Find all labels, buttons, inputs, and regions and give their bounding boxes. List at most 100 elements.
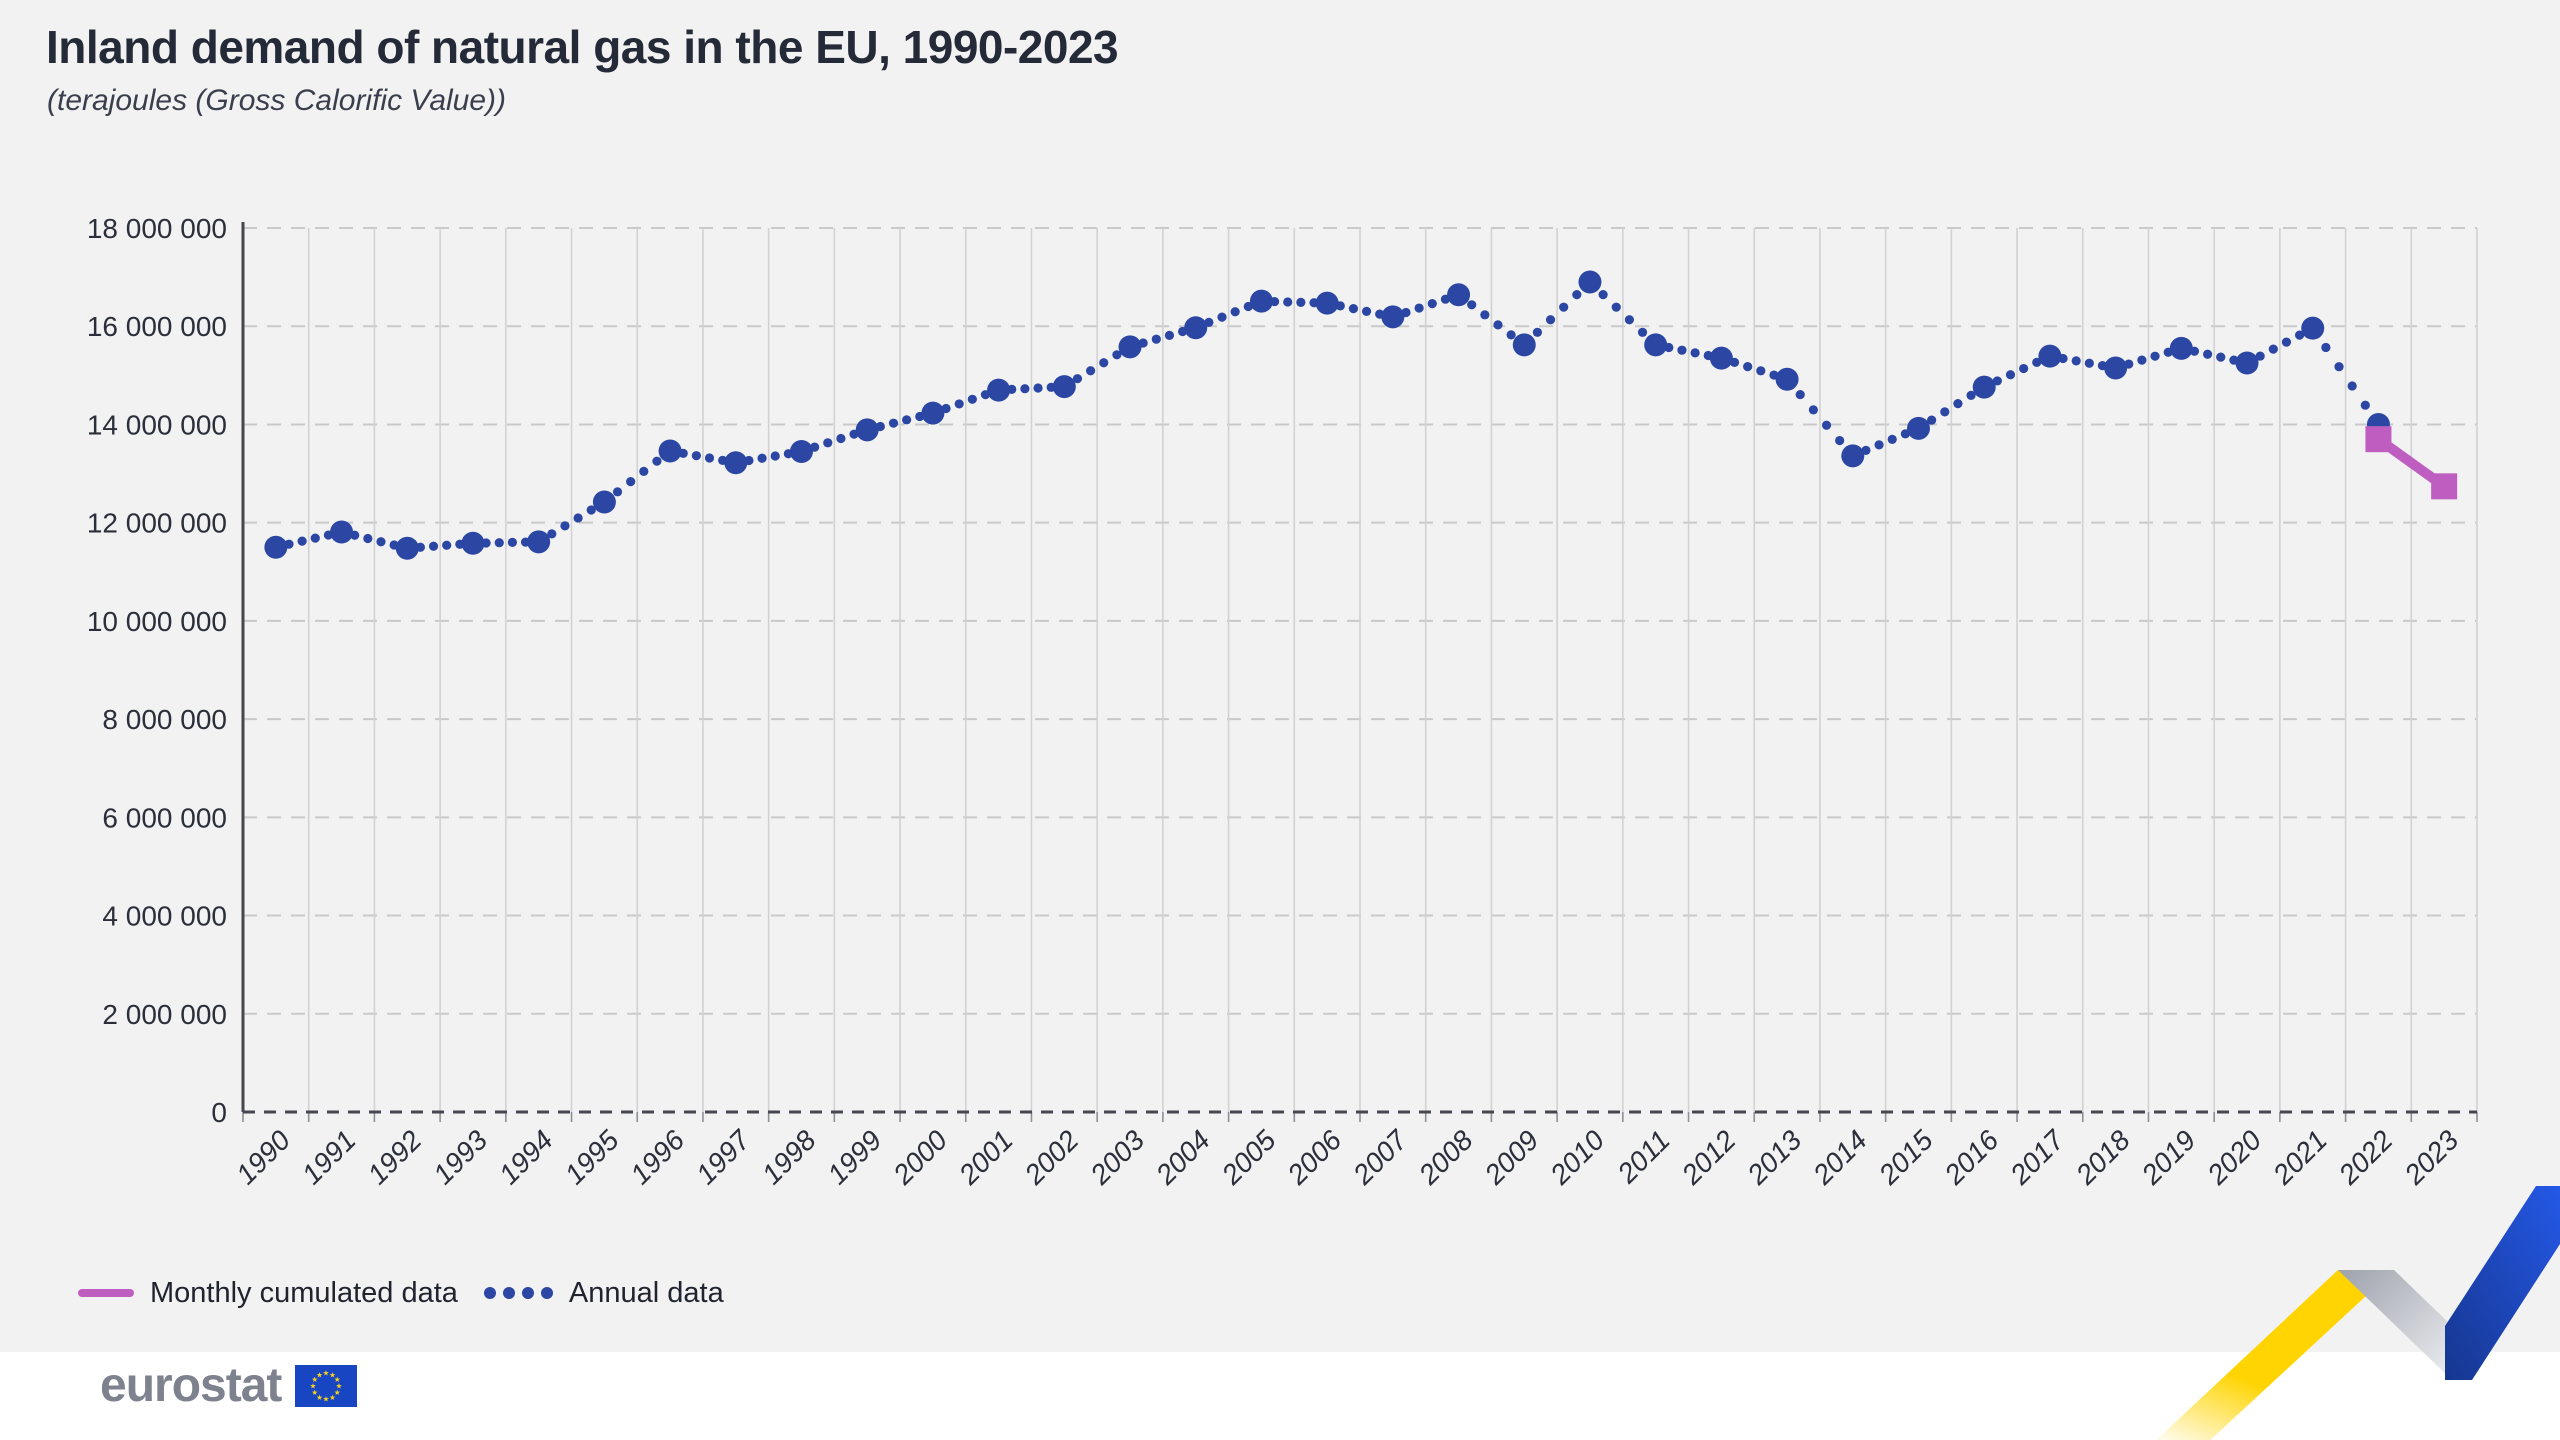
annual-data-point [1907,416,1930,440]
annual-data-point [1447,283,1471,307]
annual-data-point [1381,305,1405,329]
annual-connector-dot [1545,315,1556,325]
deco-yellow-band [2156,1270,2394,1440]
annual-connector-dot [1217,312,1227,322]
y-axis-tick-label: 14 000 000 [87,409,227,440]
annual-connector-dot [2150,351,2160,361]
annual-connector-dot [494,538,504,548]
annual-data-point [461,531,485,555]
annual-data-point [1972,375,1996,399]
eu-flag-star: ★ [334,1388,341,1397]
legend-label-monthly: Monthly cumulated data [150,1276,458,1309]
annual-connector-dot [1151,334,1161,344]
annual-connector-dot [1020,384,1030,394]
annual-connector-dot [1624,315,1634,325]
y-axis-tick-label: 4 000 000 [102,901,227,932]
annual-connector-dot [1467,300,1477,310]
annual-connector-dot [2321,342,2331,353]
annual-connector-dot [1795,389,1805,400]
annual-connector-dot [2019,363,2029,374]
annual-connector-dot [888,418,899,428]
annual-connector-dot [507,537,517,548]
annual-data-point [987,378,1011,402]
annual-connector-dot [1940,407,1950,417]
annual-connector-dot [1743,361,1753,372]
annual-connector-dot [1572,289,1582,300]
annual-data-point [790,439,813,463]
monthly-data-point [2431,473,2458,500]
annual-data-point [527,530,551,554]
monthly-data-point [2365,426,2392,453]
annual-connector-dot [1690,348,1700,358]
annual-connector-dot [1874,440,1884,450]
annual-connector-dot [626,477,636,487]
annual-connector-dot [1296,297,1306,307]
annual-data-point [1315,291,1339,315]
annual-connector-dot [2071,356,2081,366]
annual-connector-dot [573,513,583,523]
annual-connector-dot [1033,383,1043,393]
annual-connector-dot [2084,358,2094,368]
annual-connector-dot [547,529,557,539]
page-title: Inland demand of natural gas in the EU, … [46,21,1119,73]
eu-flag-star: ★ [310,1381,317,1390]
annual-data-point [2301,316,2325,340]
y-axis-tick-label: 6 000 000 [102,802,227,833]
annual-connector-dot [363,533,373,544]
annual-connector-dot [560,521,570,531]
y-axis-tick-label: 10 000 000 [87,606,227,637]
annual-connector-dot [691,451,701,461]
legend-label-annual: Annual data [568,1276,724,1309]
annual-connector-dot [954,399,964,409]
annual-connector-dot [1493,320,1503,330]
annual-connector-dot [2203,349,2213,359]
annual-connector-dot [2347,381,2357,391]
eu-flag-star: ★ [323,1394,330,1403]
annual-connector-dot [652,456,662,466]
annual-connector-dot [2005,370,2016,380]
annual-connector-dot [1887,434,1897,444]
footer-strip [0,1352,2560,1440]
annual-connector-dot [639,466,649,476]
annual-connector-dot [612,487,623,497]
annual-connector-dot [2281,337,2292,347]
eu-flag-star: ★ [312,1375,319,1384]
annual-data-point [1709,346,1733,370]
eu-flag-star: ★ [317,1370,324,1379]
annual-data-point [2038,344,2062,368]
annual-connector-dot [1086,366,1096,376]
annual-connector-dot [770,451,780,461]
annual-connector-dot [1283,297,1293,307]
annual-connector-dot [1072,374,1083,384]
legend-item-annual: Annual data [483,1276,724,1310]
eurostat-logo: eurostat ★ ★ ★ ★ ★ ★ ★ ★ ★ ★ ★ ★ [100,1358,358,1413]
annual-connector-dot [1112,350,1122,360]
annual-connector-dot [1611,302,1621,312]
annual-connector-dot [376,537,386,547]
deco-gray-fold [2338,1270,2452,1380]
eu-flag-star: ★ [330,1370,337,1379]
annual-data-point [1249,289,1273,313]
annual-data-point [1775,367,1799,391]
annual-data-point [1512,333,1536,357]
y-axis-tick-label: 16 000 000 [87,311,227,342]
annual-connector-dot [1348,304,1359,314]
annual-connector-dot [1598,289,1608,300]
annual-data-point [724,451,748,475]
annual-connector-dot [836,433,846,444]
annual-data-point [330,520,354,544]
header: Inland demand of natural gas in the EU, … [46,20,1119,118]
annual-data-point [855,418,879,442]
annual-connector-dot [1821,420,1832,430]
annual-connector-dot [442,540,452,550]
annual-connector-dot [1992,376,2002,386]
annual-data-point [921,401,945,425]
eu-flag-star: ★ [334,1375,341,1384]
annual-data-point [1184,316,1208,340]
annual-connector-dot [1559,302,1569,312]
annual-connector-dot [1808,405,1818,415]
annual-connector-dot [1532,327,1543,337]
legend-item-monthly: Monthly cumulated data [78,1277,458,1310]
